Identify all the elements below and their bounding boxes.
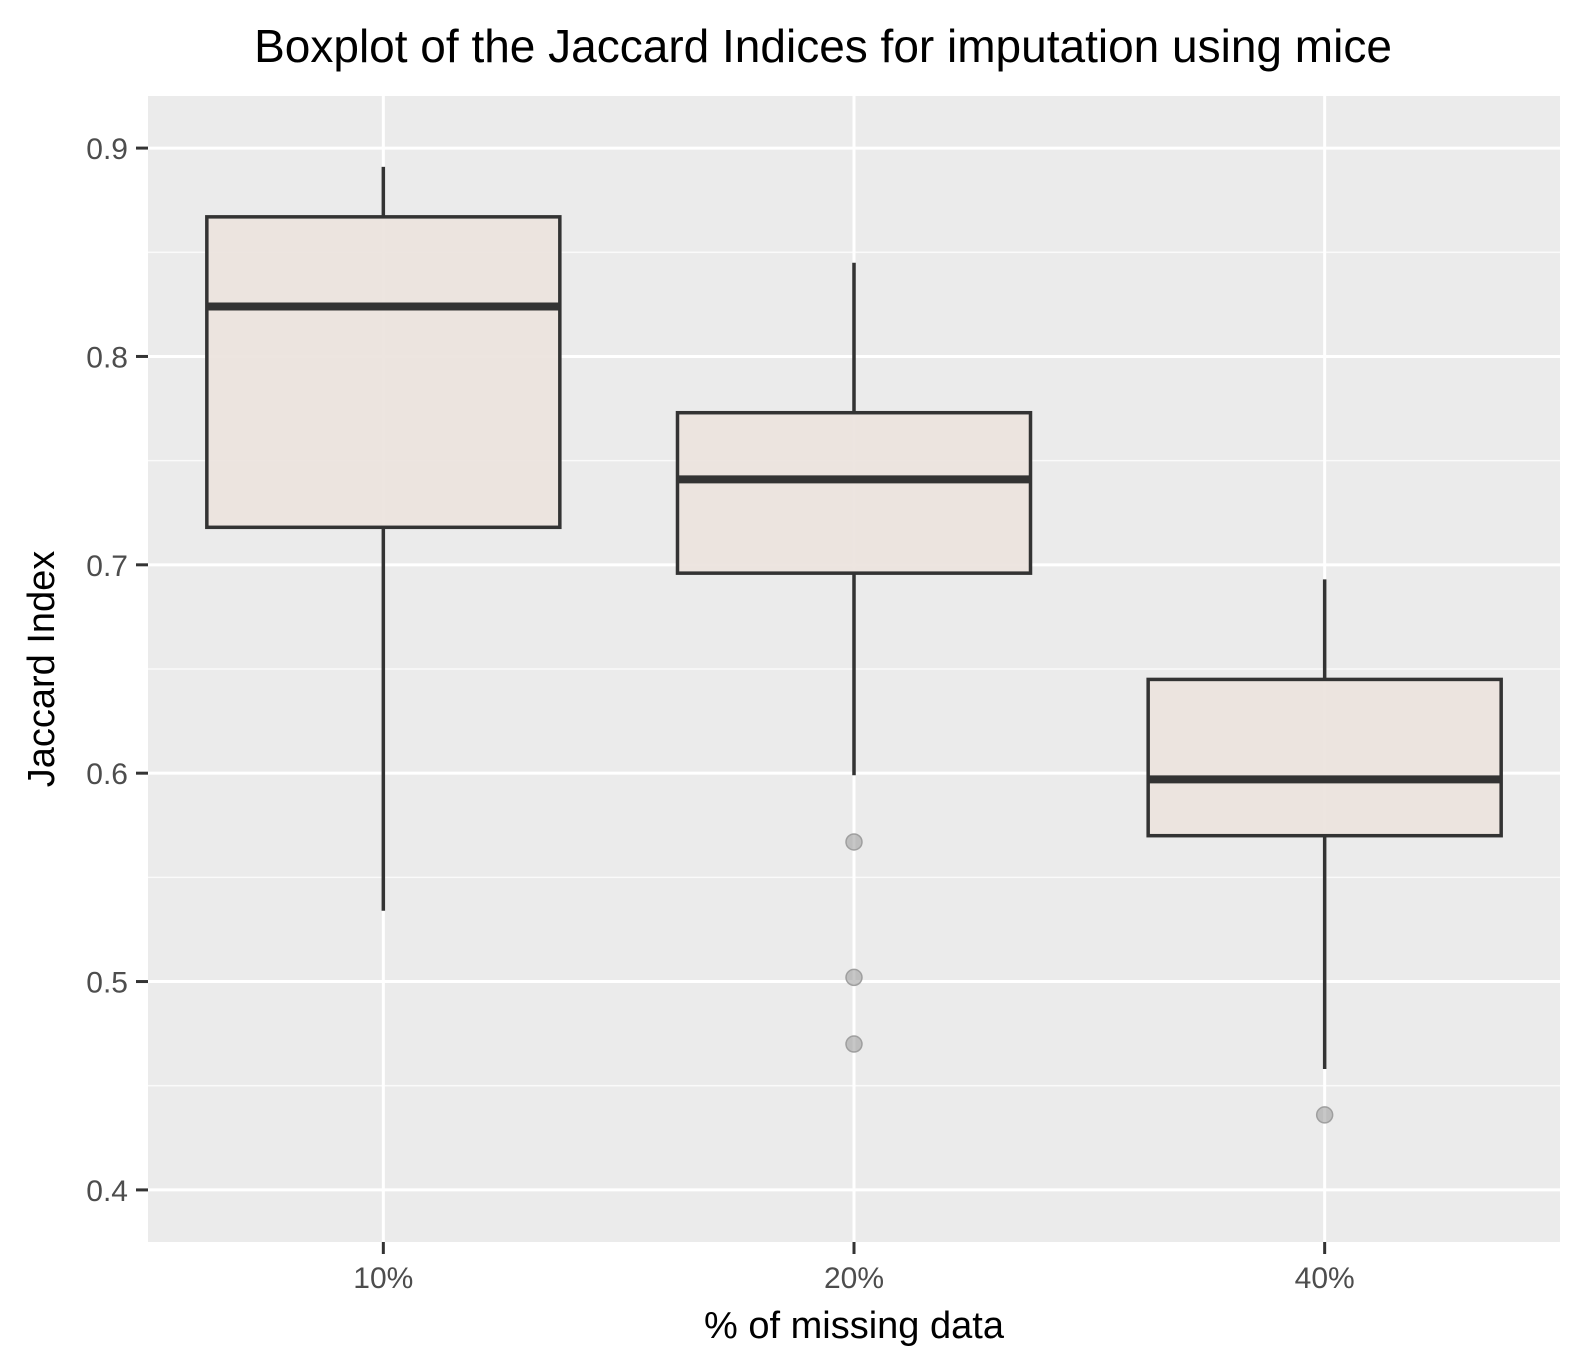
box-series (205, 166, 1503, 1124)
y-tick-label: 0.4 (86, 1175, 128, 1208)
outlier-point (845, 1035, 863, 1053)
box-group (1146, 579, 1503, 1124)
y-axis: 0.4 0.5 0.6 0.7 0.8 0.9 (86, 133, 148, 1208)
iqr-box (675, 410, 1033, 575)
y-tick-label: 0.5 (86, 967, 128, 1000)
y-tick-label: 0.9 (86, 133, 128, 166)
outlier-point (845, 833, 863, 851)
x-tick-label: 10% (353, 1262, 413, 1295)
y-tick-label: 0.6 (86, 758, 128, 791)
y-tick-label: 0.7 (86, 550, 128, 583)
iqr-box (1146, 677, 1503, 838)
chart-title: Boxplot of the Jaccard Indices for imput… (254, 20, 1392, 72)
x-tick-label: 20% (824, 1262, 884, 1295)
outlier-point (1315, 1106, 1334, 1124)
y-axis-title: Jaccard Index (21, 551, 63, 788)
iqr-box (205, 215, 562, 530)
box-group (675, 262, 1033, 1053)
box-group (205, 166, 562, 911)
x-tick-label: 40% (1295, 1262, 1355, 1295)
x-axis-title: % of missing data (704, 1305, 1005, 1347)
x-axis: 10% 20% 40% (353, 1242, 1355, 1295)
y-tick-label: 0.8 (86, 341, 128, 374)
outlier-point (845, 968, 863, 987)
